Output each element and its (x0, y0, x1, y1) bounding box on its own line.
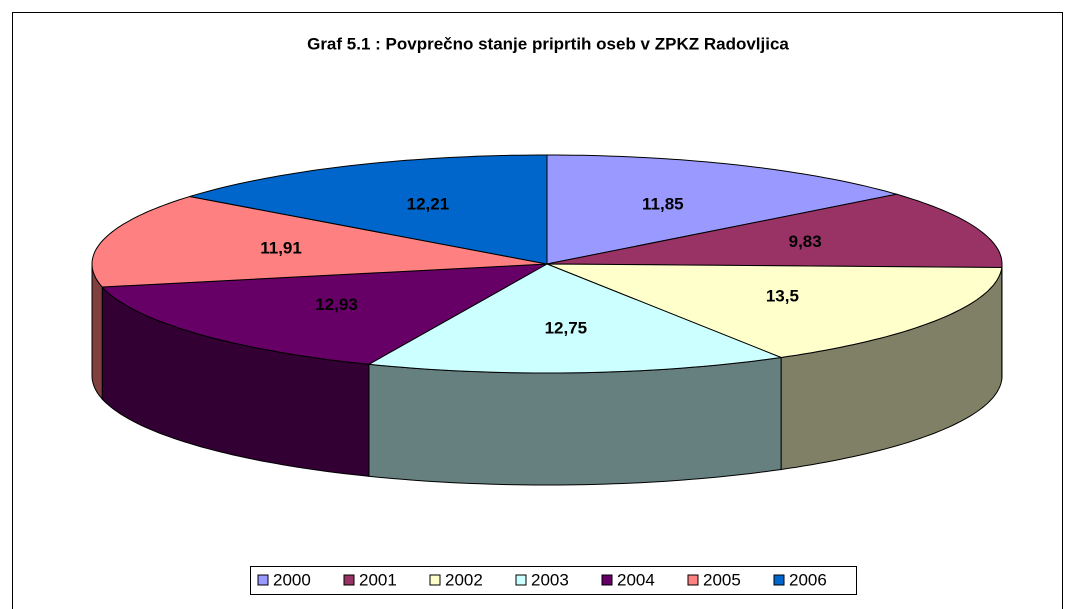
legend-label: 2000 (273, 570, 311, 589)
chart-title: Graf 5.1 : Povprečno stanje priprtih ose… (307, 34, 789, 53)
legend-label: 2001 (359, 570, 397, 589)
data-label: 12,21 (407, 195, 450, 214)
slice-wall (368, 356, 782, 486)
legend-label: 2003 (531, 570, 569, 589)
legend-label: 2005 (703, 570, 741, 589)
legend: 2000 2001 2002 2003 2004 2005 2006 (250, 566, 857, 595)
slice (546, 154, 897, 265)
legend-label: 2006 (789, 570, 827, 589)
data-label: 12,93 (315, 295, 358, 314)
slice (546, 193, 1003, 269)
data-label: 9,83 (789, 232, 822, 251)
legend-label: 2002 (445, 570, 483, 589)
data-label: 11,85 (642, 194, 684, 213)
legend-label: 2004 (617, 570, 655, 589)
slice (91, 195, 548, 288)
legend-swatch (429, 574, 441, 586)
data-label: 12,75 (545, 319, 588, 338)
data-label: 13,5 (766, 287, 799, 306)
legend-swatch (257, 574, 269, 586)
legend-swatch (601, 574, 613, 586)
legend-swatch (773, 574, 785, 586)
slice (546, 263, 1003, 359)
data-label: 11,91 (260, 239, 302, 258)
slice (189, 154, 548, 265)
legend-swatch (343, 574, 355, 586)
legend-swatch (515, 574, 527, 586)
slice (367, 263, 784, 374)
slice (101, 263, 548, 365)
legend-swatch (687, 574, 699, 586)
